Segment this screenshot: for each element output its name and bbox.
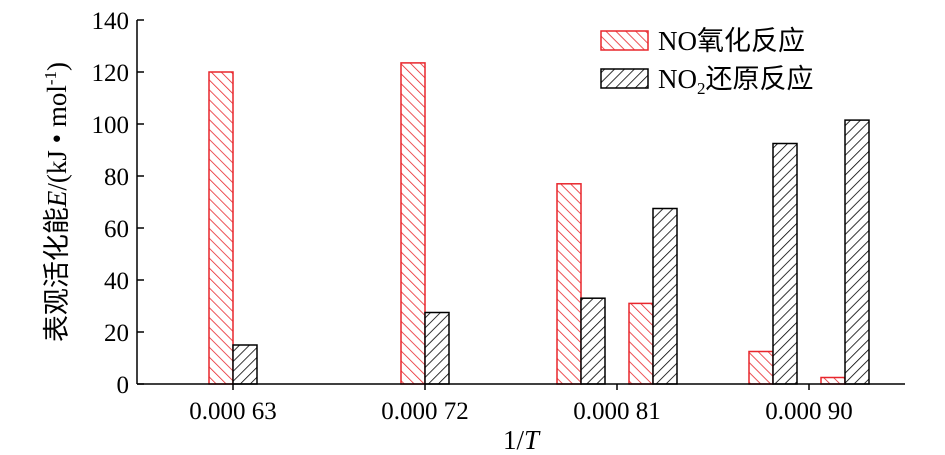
bar-no-oxidation (820, 376, 846, 385)
bar-no2-reduction (844, 119, 870, 385)
y-tick-label: 100 (92, 112, 130, 139)
bar-no-oxidation (208, 71, 234, 385)
legend-label-no2-part1: NO (658, 64, 697, 94)
bar-no2-reduction (652, 207, 678, 385)
y-tick-label: 140 (92, 8, 130, 35)
legend: NO氧化反应 NO2还原反应 (600, 26, 814, 98)
axes (136, 20, 905, 385)
bar-no2-reduction (580, 297, 606, 385)
legend-label-no-oxidation: NO氧化反应 (658, 26, 805, 56)
legend-label-no2-subscript: 2 (697, 79, 706, 98)
y-tick-label: 40 (104, 268, 129, 295)
legend-label-no2-part2: 还原反应 (706, 64, 814, 94)
x-tick-label: 0.000 81 (573, 398, 661, 425)
x-tick-label: 0.000 90 (765, 398, 853, 425)
y-tick-label: 80 (104, 164, 129, 191)
y-axis-title-unit: /(kJ • mol (42, 85, 72, 190)
y-tick-label: 0 (117, 372, 130, 399)
bar-no-oxidation (748, 350, 774, 385)
legend-item-no-oxidation: NO氧化反应 (600, 26, 805, 56)
x-axis-title-var: T (524, 425, 541, 455)
x-tick-label: 0.000 63 (189, 398, 277, 425)
y-tick-label: 120 (92, 60, 130, 87)
legend-label-no2-reduction: NO2还原反应 (658, 64, 814, 98)
legend-swatch-no-oxidation (600, 30, 649, 51)
legend-item-no2-reduction: NO2还原反应 (600, 64, 814, 98)
legend-swatch-no2-reduction (600, 68, 649, 89)
bar-no2-reduction (232, 344, 258, 385)
bar-no-oxidation (556, 183, 582, 385)
x-ticks: 0.000 63 0.000 72 0.000 81 0.000 90 (189, 384, 853, 425)
x-axis-title: 1/T (503, 425, 541, 455)
y-axis-title: 表观活化能E/(kJ • mol-1) (41, 62, 72, 342)
y-axis-title-prefix: 表观活化能 (42, 207, 72, 342)
y-axis-title-var: E (42, 190, 72, 208)
y-axis-title-sup: -1 (41, 71, 60, 85)
y-ticks: 0 20 40 60 80 100 120 140 (92, 8, 144, 399)
bar-no2-reduction (424, 311, 450, 385)
x-tick-label: 0.000 72 (381, 398, 469, 425)
x-axis-title-prefix: 1/ (503, 425, 525, 455)
bars-layer (208, 62, 870, 385)
bar-no-oxidation (628, 302, 654, 385)
bar-no-oxidation (400, 62, 426, 385)
y-tick-label: 60 (104, 216, 129, 243)
bar-no2-reduction (772, 142, 798, 385)
y-axis-title-close: ) (42, 62, 72, 71)
y-tick-label: 20 (104, 320, 129, 347)
